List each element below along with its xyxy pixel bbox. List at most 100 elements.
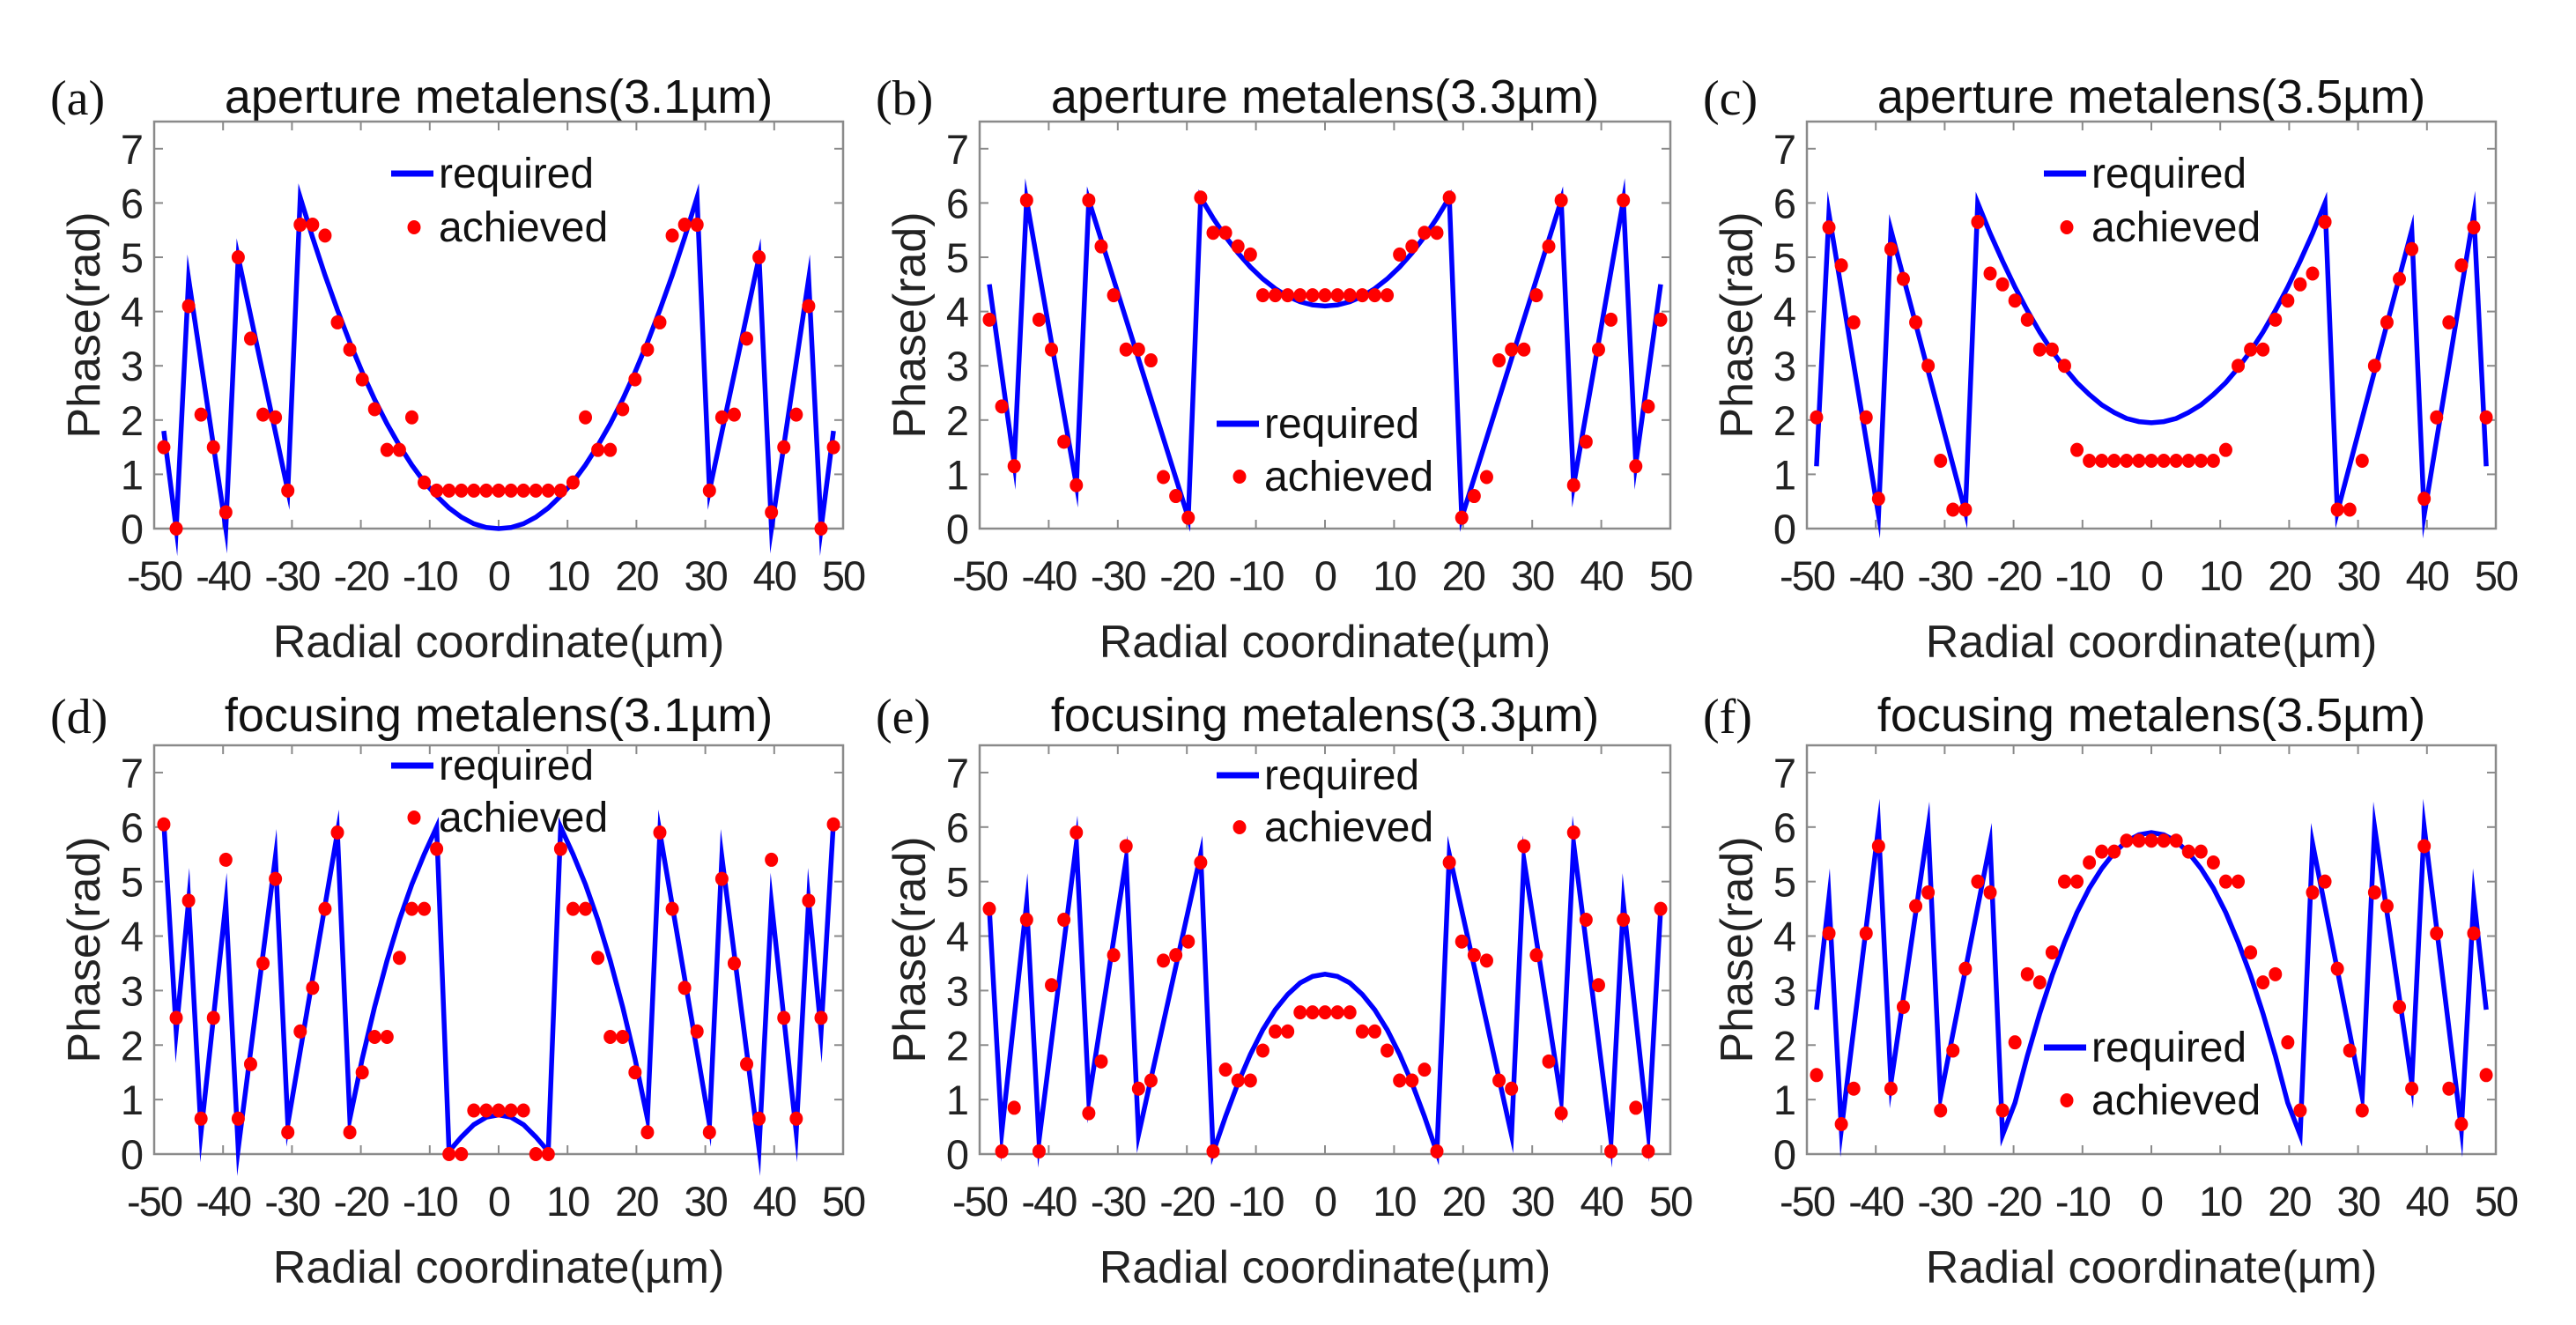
achieved-phase-point [1566, 825, 1580, 840]
y-tick-label: 6 [121, 180, 144, 226]
achieved-phase-point [2107, 844, 2121, 859]
achieved-phase-point [777, 440, 791, 455]
achieved-phase-point [765, 852, 779, 867]
achieved-phase-point [2206, 454, 2220, 468]
achieved-phase-point [1318, 288, 1332, 303]
achieved-phase-point [1243, 1073, 1257, 1088]
achieved-phase-point [665, 901, 679, 916]
achieved-phase-point [1218, 1062, 1232, 1077]
achieved-phase-point [2218, 874, 2232, 889]
y-tick-label: 2 [946, 397, 969, 444]
achieved-phase-point [1810, 410, 1824, 425]
achieved-phase-point [1070, 477, 1084, 492]
achieved-phase-point [727, 956, 741, 971]
y-tick-label: 4 [1773, 289, 1796, 336]
panel-title: focusing metalens(3.5µm) [1877, 689, 2425, 742]
x-tick-label: 30 [2336, 1178, 2380, 1225]
y-tick-label: 4 [946, 914, 969, 960]
achieved-phase-point [1455, 510, 1469, 525]
achieved-phase-point [2467, 220, 2481, 235]
achieved-phase-point [1157, 470, 1171, 485]
achieved-phase-point [1381, 288, 1395, 303]
y-tick-label: 1 [121, 1077, 144, 1123]
achieved-phase-point [1255, 1043, 1269, 1058]
achieved-phase-point [1566, 477, 1580, 492]
achieved-phase-point [380, 1029, 394, 1044]
achieved-phase-point [281, 483, 295, 498]
achieved-phase-point [2194, 844, 2208, 859]
x-tick-label: -40 [1848, 1178, 1904, 1225]
achieved-phase-point [628, 1065, 642, 1080]
x-tick-label: 50 [822, 1178, 865, 1225]
achieved-phase-point [343, 1125, 357, 1140]
achieved-phase-point [1393, 1073, 1407, 1088]
achieved-phase-point [2454, 1116, 2469, 1131]
achieved-phase-point [2318, 214, 2332, 229]
achieved-phase-point [2405, 1081, 2419, 1096]
achieved-phase-point [2045, 945, 2059, 960]
achieved-phase-point [714, 871, 729, 886]
achieved-phase-point [1654, 312, 1668, 327]
achieved-phase-point [218, 852, 233, 867]
y-tick-label: 4 [121, 914, 144, 960]
x-tick-label: -10 [403, 552, 458, 599]
achieved-phase-point [2343, 1043, 2357, 1058]
achieved-phase-point [2355, 1103, 2369, 1118]
panel-title: focusing metalens(3.1µm) [225, 689, 773, 742]
achieved-phase-point [1822, 926, 1836, 941]
plot-area [152, 120, 845, 530]
panel-e: (e) focusing metalens(3.3µm) Radial coor… [876, 689, 1694, 1293]
achieved-phase-point [1995, 1103, 2010, 1118]
achieved-phase-point [541, 1147, 555, 1161]
achieved-phase-point [243, 1056, 257, 1071]
x-tick-label: -30 [1917, 1178, 1973, 1225]
achieved-phase-point [653, 825, 667, 840]
y-tick-label: 7 [1773, 750, 1796, 796]
achieved-phase-point [1529, 288, 1543, 303]
required-phase-line [1814, 798, 2489, 1158]
y-tick-label: 6 [121, 804, 144, 851]
y-tick-label: 6 [946, 804, 969, 851]
x-tick-label: -30 [1091, 552, 1146, 599]
achieved-phase-point [1529, 948, 1543, 963]
achieved-phase-point [194, 1111, 208, 1126]
achieved-phase-point [1995, 277, 2010, 292]
achieved-phase-point [343, 342, 357, 357]
achieved-phase-point [2032, 975, 2047, 990]
plot-area [978, 744, 1672, 1156]
achieved-phase-point [2020, 312, 2034, 327]
achieved-phase-point [1269, 1024, 1283, 1039]
y-tick-label: 2 [121, 397, 144, 444]
achieved-phase-point [2393, 271, 2407, 286]
achieved-phase-point [2070, 874, 2084, 889]
x-axis-label: Radial coordinate(µm) [273, 617, 725, 668]
achieved-phase-point [2454, 258, 2469, 273]
achieved-phase-point [1405, 239, 1419, 254]
x-tick-label: 10 [546, 1178, 589, 1225]
y-tick-label: 4 [121, 289, 144, 336]
achieved-phase-point [1144, 353, 1158, 368]
y-tick-label: 7 [946, 126, 969, 173]
achieved-phase-point [1144, 1073, 1158, 1088]
achieved-phase-point [1206, 1144, 1220, 1158]
achieved-phase-point [2120, 454, 2134, 468]
achieved-phase-point [653, 315, 667, 329]
achieved-phase-point [1822, 220, 1836, 235]
achieved-phase-point [1367, 1024, 1381, 1039]
achieved-phase-point [1859, 926, 1873, 941]
achieved-phase-point [1032, 1144, 1046, 1158]
achieved-phase-point [380, 442, 394, 457]
achieved-phase-point [2244, 945, 2258, 960]
y-tick-label: 6 [1773, 180, 1796, 226]
achieved-phase-point [1591, 342, 1605, 357]
y-tick-label: 0 [121, 506, 144, 552]
y-tick-label: 0 [946, 1131, 969, 1178]
achieved-phase-point [2355, 454, 2369, 468]
x-tick-label: 50 [1649, 552, 1692, 599]
achieved-phase-point [442, 483, 456, 498]
y-tick-label: 3 [121, 967, 144, 1014]
x-axis-label: Radial coordinate(µm) [1926, 1242, 2378, 1293]
achieved-phase-point [1343, 288, 1357, 303]
y-tick-label: 1 [946, 1077, 969, 1123]
x-tick-label: -50 [127, 1178, 182, 1225]
